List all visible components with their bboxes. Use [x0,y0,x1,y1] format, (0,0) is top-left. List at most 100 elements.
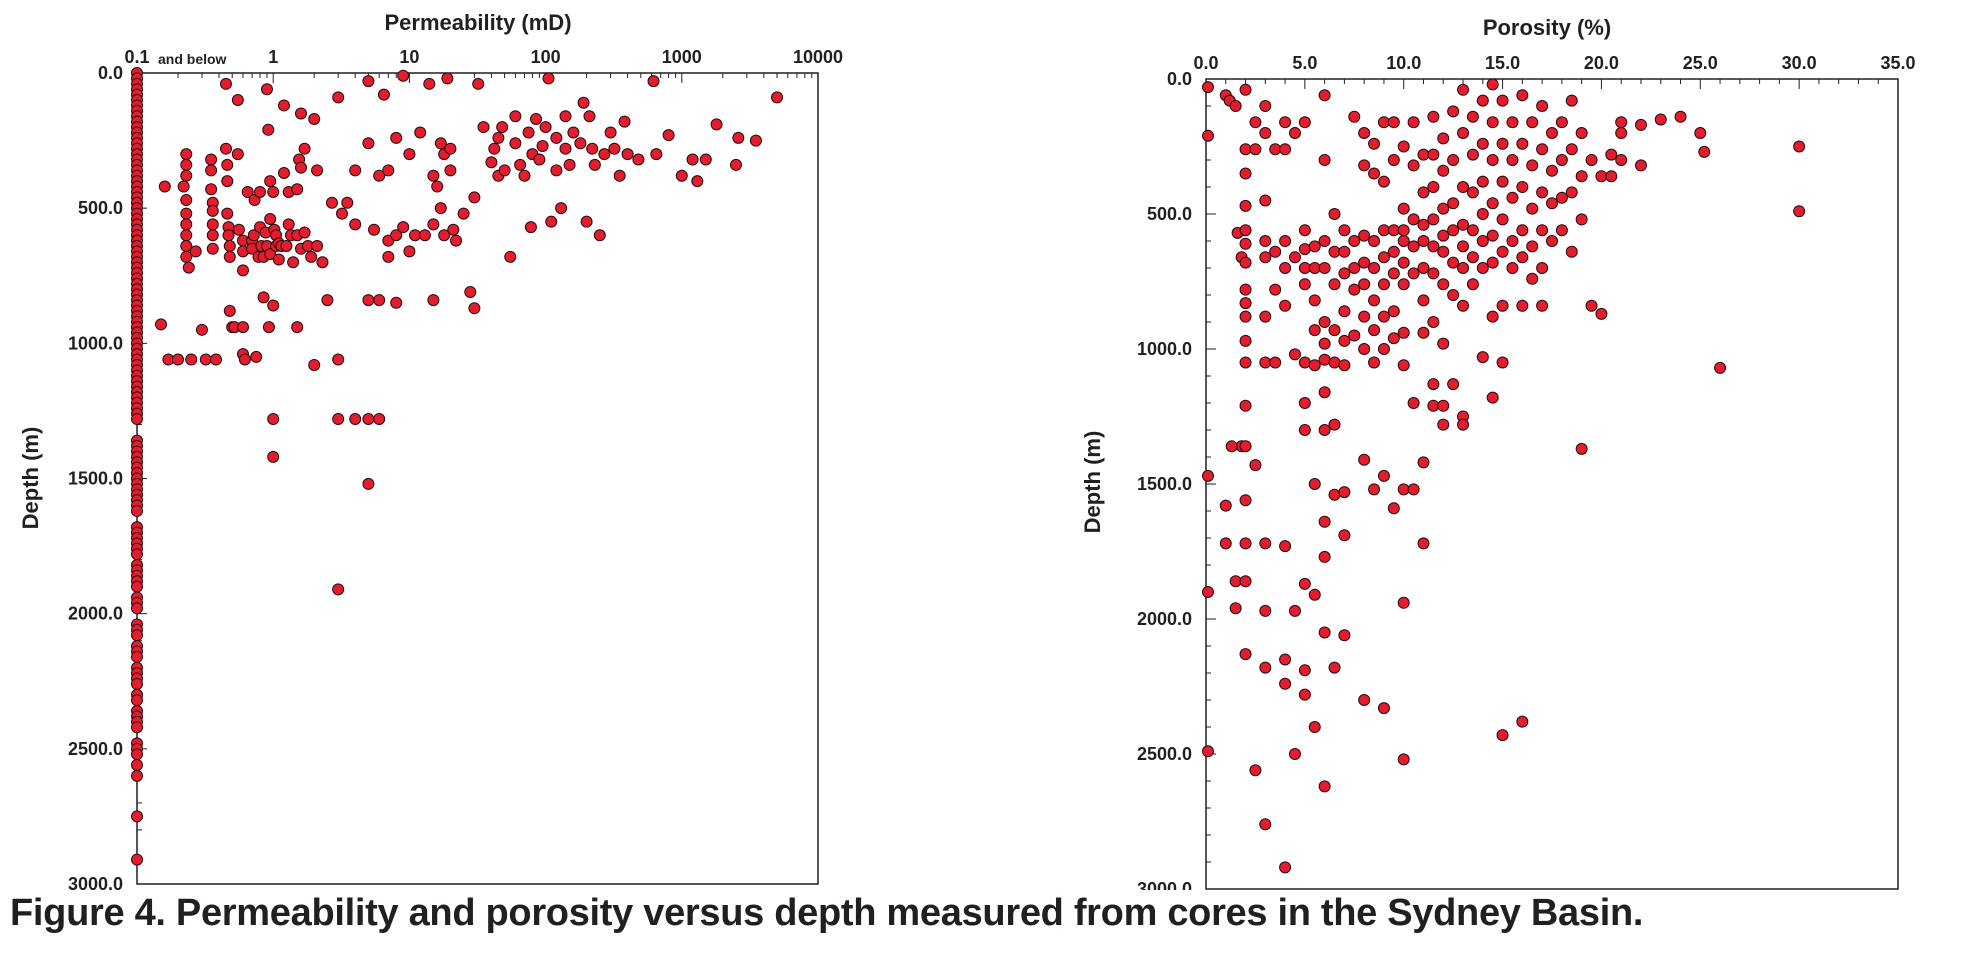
por-data-point [1239,283,1252,296]
perm-data-point [131,504,143,517]
por-data-point [1447,197,1460,210]
por-data-point [1308,294,1321,307]
perm-data-point [295,107,308,120]
perm-data-point [298,142,311,155]
por-data-point [1239,167,1252,180]
por-data-point [1368,262,1381,274]
por-data-point [1308,721,1321,733]
por-data-point [1338,629,1351,642]
por-data-point [1427,378,1440,391]
perm-data-point [209,353,222,366]
por-data-point [1516,299,1529,312]
por-data-point [1328,418,1341,431]
por-data-point [1201,81,1214,94]
perm-x-tick-label: 100 [531,47,561,67]
por-x-tick-label: 5.0 [1292,53,1317,73]
por-data-point [1486,197,1499,210]
por-data-point [1437,229,1450,242]
por-data-point [1417,148,1430,161]
por-data-point [1201,586,1214,598]
por-data-point [1605,170,1618,183]
perm-data-point [311,240,324,253]
perm-data-point [588,158,601,171]
por-data-point [1318,550,1331,563]
por-data-point [1437,278,1450,291]
perm-data-point [382,250,395,263]
por-data-point [1447,289,1460,301]
por-data-point [1377,251,1390,264]
por-data-point [1259,310,1272,323]
perm-data-point [349,218,362,231]
perm-data-point [177,180,190,193]
por-data-point [1308,588,1321,601]
perm-data-point [131,769,143,782]
por-data-point [1605,148,1618,161]
por-data-point [1318,626,1331,639]
por-data-point [1397,753,1410,766]
por-data-point [1466,148,1479,161]
perm-data-point [472,77,485,90]
perm-data-point [550,131,563,144]
permeability-y-title: Depth (m) [18,427,43,530]
perm-data-point [498,164,511,177]
por-data-point [1249,116,1262,129]
por-data-point [1447,154,1460,166]
perm-data-point [311,164,324,177]
perm-data-point [732,131,745,144]
por-data-point [1457,240,1470,253]
perm-data-point [185,353,198,366]
perm-data-point [257,291,270,304]
por-data-point [1387,267,1400,280]
por-data-point [1506,154,1519,166]
perm-data-point [662,129,675,142]
por-data-point [1298,278,1311,291]
perm-data-point [533,153,546,166]
por-data-point [1298,116,1311,129]
por-data-point [1417,537,1430,550]
permeability-x-annotation: and below [158,51,227,67]
perm-data-point [287,256,300,269]
perm-data-point [341,196,354,209]
por-x-tick-label: 20.0 [1584,53,1619,73]
perm-data-point [468,302,481,315]
por-data-point [1249,764,1262,777]
por-data-point [1358,453,1371,466]
permeability-x-title: Permeability (mD) [384,10,571,35]
por-y-tick-label: 1000.0 [1137,339,1192,359]
por-data-point [1328,324,1341,337]
perm-data-point [593,229,606,242]
perm-data-point [447,223,460,236]
por-data-point [1407,483,1420,496]
por-data-point [1526,272,1539,285]
perm-data-point [195,323,208,336]
perm-x-tick-label: 10 [399,47,419,67]
por-y-tick-label: 2000.0 [1137,609,1192,629]
por-data-point [1259,356,1272,369]
por-data-point [1288,127,1301,139]
por-data-point [1358,127,1371,139]
perm-data-point [247,229,260,242]
perm-data-point [686,153,699,166]
por-data-point [1348,283,1361,296]
por-data-point [1457,418,1470,431]
por-data-point [1259,100,1272,112]
figure-plots: Permeability (mD) Depth (m) and below 0.… [18,10,1916,890]
perm-data-point [477,121,490,134]
perm-data-point [710,118,723,131]
perm-data-point [189,245,202,258]
perm-data-point [219,142,232,155]
por-data-point [1225,440,1238,453]
por-data-point [1516,137,1529,150]
por-data-point [1288,604,1301,617]
por-data-point [1427,213,1440,226]
por-data-point [1328,245,1341,258]
perm-data-point [236,264,249,277]
perm-data-point [222,229,235,242]
por-data-point [1457,83,1470,96]
por-data-point [1565,94,1578,107]
perm-data-point [457,207,470,220]
por-data-point [1298,688,1311,701]
por-data-point [1476,94,1489,107]
por-data-point [1298,356,1311,369]
perm-data-point [332,413,345,426]
